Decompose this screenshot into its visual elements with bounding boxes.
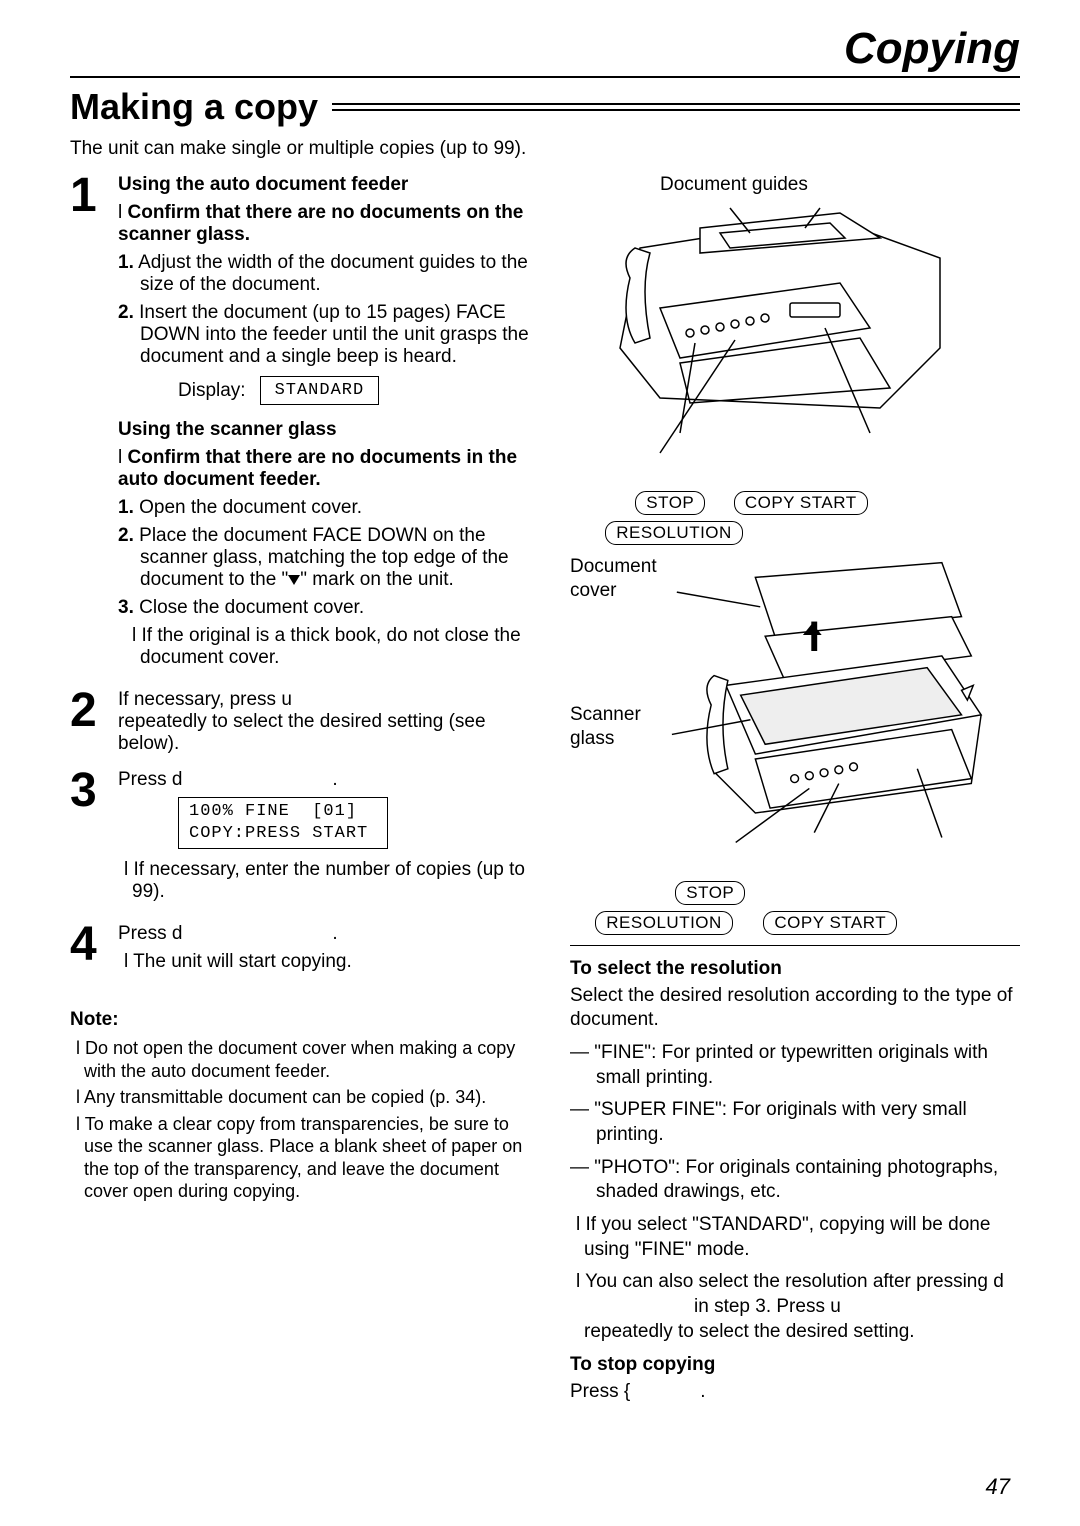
adf-substep-2: 2. Insert the document (up to 15 pages) …: [118, 302, 540, 368]
fig1-label-docguides: Document guides: [660, 174, 1020, 196]
adf-substep-1: 1. Adjust the width of the document guid…: [118, 252, 540, 296]
page-number: 47: [986, 1474, 1010, 1500]
section-divider: [570, 945, 1020, 946]
stop-heading: To stop copying: [570, 1354, 1020, 1376]
adf-confirm: l Confirm that there are no documents on…: [118, 202, 540, 246]
copy-start-button-label: COPY START: [734, 491, 868, 515]
note-heading: Note:: [70, 1009, 540, 1031]
step-4-text: l The unit will start copying.: [118, 951, 540, 973]
stop-body: Press {.: [570, 1380, 1020, 1405]
resolution-button-label: RESOLUTION: [595, 911, 733, 935]
fig1-button-row: STOP COPY START: [570, 491, 1020, 515]
printer-adf-figure: [570, 198, 1020, 468]
note-item: l Do not open the document cover when ma…: [70, 1037, 540, 1082]
resolution-button-label: RESOLUTION: [605, 521, 743, 545]
left-column: 1 Using the auto document feeder l Confi…: [70, 174, 540, 1413]
resolution-heading: To select the resolution: [570, 958, 1020, 980]
step-3: 3 Press d. 100% FINE [01] COPY:PRESS STA…: [70, 769, 540, 909]
glass-substep-1: 1. Open the document cover.: [118, 497, 540, 519]
note-item: l To make a clear copy from transparenci…: [70, 1113, 540, 1203]
note-item: l Any transmittable document can be copi…: [70, 1086, 540, 1109]
stop-button-label: STOP: [675, 881, 745, 905]
step-2: 2 If necessary, press u repeatedly to se…: [70, 689, 540, 755]
note-list: l Do not open the document cover when ma…: [70, 1037, 540, 1203]
display-label: Display:: [178, 380, 246, 402]
adf-heading: Using the auto document feeder: [118, 174, 540, 196]
step-3-copies: l If necessary, enter the number of copi…: [118, 859, 540, 903]
chapter-title: Copying: [70, 24, 1020, 78]
step-number: 1: [70, 174, 104, 675]
page-title: Making a copy: [70, 86, 318, 128]
heading-rule: [332, 103, 1020, 111]
lcd-display: 100% FINE [01] COPY:PRESS START: [178, 797, 388, 849]
heading-row: Making a copy: [70, 86, 1020, 128]
right-column: Document guides: [570, 174, 1020, 1413]
stop-button-label: STOP: [635, 491, 705, 515]
intro-text: The unit can make single or multiple cop…: [70, 138, 1020, 160]
copy-start-button-label: COPY START: [763, 911, 897, 935]
glass-substep-2: 2. Place the document FACE DOWN on the s…: [118, 525, 540, 591]
glass-substep-3: 3. Close the document cover.: [118, 597, 540, 619]
printer-glass-figure: [667, 555, 1020, 855]
glass-subnote: l If the original is a thick book, do no…: [118, 625, 540, 669]
step-2-text: If necessary, press u repeatedly to sele…: [118, 689, 540, 755]
step-4: 4 Press d. l The unit will start copying…: [70, 923, 540, 979]
triangle-mark-icon: [288, 575, 300, 585]
display-lcd: STANDARD: [260, 376, 380, 405]
step-number: 2: [70, 689, 104, 755]
display-row: Display: STANDARD: [178, 376, 540, 405]
resolution-body: Select the desired resolution according …: [570, 984, 1020, 1345]
step-number: 3: [70, 769, 104, 909]
step-number: 4: [70, 923, 104, 979]
glass-heading: Using the scanner glass: [118, 419, 540, 441]
glass-confirm: l Confirm that there are no documents in…: [118, 447, 540, 491]
step-1: 1 Using the auto document feeder l Confi…: [70, 174, 540, 675]
